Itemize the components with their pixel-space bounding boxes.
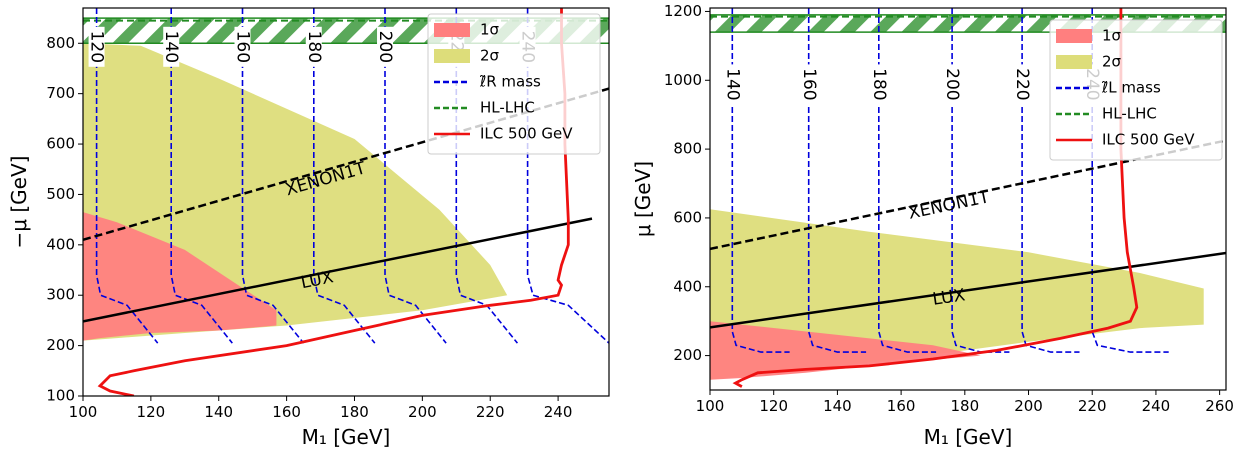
legend-swatch-0 bbox=[434, 23, 470, 37]
y-tick-label: 600 bbox=[46, 135, 75, 153]
legend: 1σ 2σ ℓ̃L mass HL-LHC ILC 500 GeV bbox=[1049, 19, 1223, 161]
lux-label: LUX bbox=[931, 285, 967, 310]
x-axis-label: M₁ [GeV] bbox=[924, 425, 1013, 449]
y-tick-label: 200 bbox=[46, 336, 75, 354]
legend-entry-2: ℓ̃L mass bbox=[1101, 79, 1161, 97]
mass-contour-240 bbox=[526, 8, 609, 344]
mass-contour-label-180: 180 bbox=[304, 31, 324, 63]
y-tick-label: 600 bbox=[673, 208, 702, 226]
one-sigma-region bbox=[710, 321, 981, 380]
mass-contour-label-200: 200 bbox=[942, 68, 962, 100]
mass-contour-label-bg bbox=[870, 64, 887, 105]
x-tick-label: 240 bbox=[544, 403, 573, 421]
lux-line bbox=[83, 217, 593, 323]
mass-contour-label-180: 180 bbox=[869, 68, 889, 100]
mass-contour-160 bbox=[807, 8, 867, 353]
y-tick-label: 1200 bbox=[664, 2, 702, 20]
mass-contour-label-bg bbox=[724, 64, 741, 105]
mass-contour-label-bg bbox=[305, 26, 322, 67]
mass-contour-label-bg bbox=[234, 26, 251, 67]
mass-contour-label-bg bbox=[944, 64, 961, 105]
x-tick-label: 260 bbox=[1205, 397, 1234, 415]
x-tick-label: 220 bbox=[476, 403, 505, 421]
lux-line bbox=[710, 251, 1226, 329]
y-tick-label: 1000 bbox=[664, 71, 702, 89]
one-sigma-region bbox=[83, 212, 277, 341]
x-tick-label: 100 bbox=[696, 397, 725, 415]
legend-entry-4: ILC 500 GeV bbox=[480, 125, 573, 143]
x-tick-label: 140 bbox=[204, 403, 233, 421]
mass-contour-label-bg bbox=[1014, 64, 1031, 105]
x-tick-label: 220 bbox=[1078, 397, 1107, 415]
legend-box bbox=[1049, 19, 1223, 161]
legend-entry-1: 2σ bbox=[480, 47, 500, 65]
legend-entry-2: ℓ̃R mass bbox=[479, 73, 541, 91]
mass-contour-240 bbox=[1091, 8, 1169, 353]
y-axis-label: μ [GeV] bbox=[631, 161, 655, 237]
mass-contour-180 bbox=[877, 8, 937, 353]
y-tick-label: 300 bbox=[46, 286, 75, 304]
mass-contour-label-200: 200 bbox=[375, 31, 395, 63]
x-tick-label: 200 bbox=[1014, 397, 1043, 415]
mass-contour-label-160: 160 bbox=[232, 31, 252, 63]
x-axis-label: M₁ [GeV] bbox=[302, 425, 391, 449]
y-tick-label: 400 bbox=[46, 235, 75, 253]
y-tick-label: 400 bbox=[673, 277, 702, 295]
x-tick-label: 180 bbox=[340, 403, 369, 421]
legend-swatch-1 bbox=[434, 49, 470, 63]
x-tick-label: 240 bbox=[1142, 397, 1171, 415]
y-tick-label: 800 bbox=[46, 34, 75, 52]
y-tick-label: 100 bbox=[46, 387, 75, 405]
axes-frame bbox=[82, 7, 610, 397]
ilc-500-curve bbox=[97, 8, 570, 396]
legend-entry-3: HL-LHC bbox=[1102, 105, 1157, 123]
legend-entry-0: 1σ bbox=[480, 21, 500, 39]
x-tick-label: 200 bbox=[408, 403, 437, 421]
x-tick-label: 100 bbox=[69, 403, 98, 421]
legend-entry-4: ILC 500 GeV bbox=[1102, 131, 1195, 149]
y-tick-label: 200 bbox=[673, 346, 702, 364]
legend-box bbox=[427, 13, 601, 155]
x-tick-label: 180 bbox=[950, 397, 979, 415]
x-tick-label: 120 bbox=[759, 397, 788, 415]
legend-entry-0: 1σ bbox=[1102, 27, 1122, 45]
y-tick-label: 500 bbox=[46, 185, 75, 203]
x-tick-label: 120 bbox=[137, 403, 166, 421]
ilc-500-curve bbox=[732, 8, 1139, 388]
left-chart-panel: 120140160180200220240XENON1TLUX100120140… bbox=[7, 7, 610, 449]
legend-entry-3: HL-LHC bbox=[480, 99, 535, 117]
mass-contour-label-bg bbox=[377, 26, 394, 67]
legend-swatch-0 bbox=[1056, 29, 1092, 43]
mass-contour-label-220: 220 bbox=[1012, 68, 1032, 100]
right-chart-panel: 140 160 180 200 220 240 XENON1T LUX 100 120 140 160… bbox=[631, 2, 1234, 449]
mass-contour-label-bg bbox=[163, 26, 180, 67]
y-axis-label: −μ [GeV] bbox=[7, 156, 31, 249]
legend-swatch-1 bbox=[1056, 55, 1092, 69]
mass-contour-label-140: 140 bbox=[161, 31, 181, 63]
mass-contour-label-bg bbox=[88, 26, 105, 67]
x-tick-label: 160 bbox=[272, 403, 301, 421]
y-tick-label: 700 bbox=[46, 84, 75, 102]
mass-contour-140 bbox=[731, 8, 790, 353]
legend-entry-1: 2σ bbox=[1102, 53, 1122, 71]
x-tick-label: 140 bbox=[823, 397, 852, 415]
plot-area: 140160180200220240XENON1TLUX bbox=[710, 8, 1226, 388]
x-tick-label: 160 bbox=[887, 397, 916, 415]
mass-contour-label-120: 120 bbox=[87, 31, 107, 63]
legend: 1σ 2σ ℓ̃R mass HL-LHC ILC 500 GeV bbox=[427, 13, 601, 155]
mass-contour-label-140: 140 bbox=[722, 68, 742, 100]
xenon1t-label: XENON1T bbox=[907, 187, 992, 224]
mass-contour-label-bg bbox=[800, 64, 817, 105]
axes-frame bbox=[709, 7, 1227, 391]
y-tick-label: 800 bbox=[673, 140, 702, 158]
mass-contour-label-160: 160 bbox=[799, 68, 819, 100]
